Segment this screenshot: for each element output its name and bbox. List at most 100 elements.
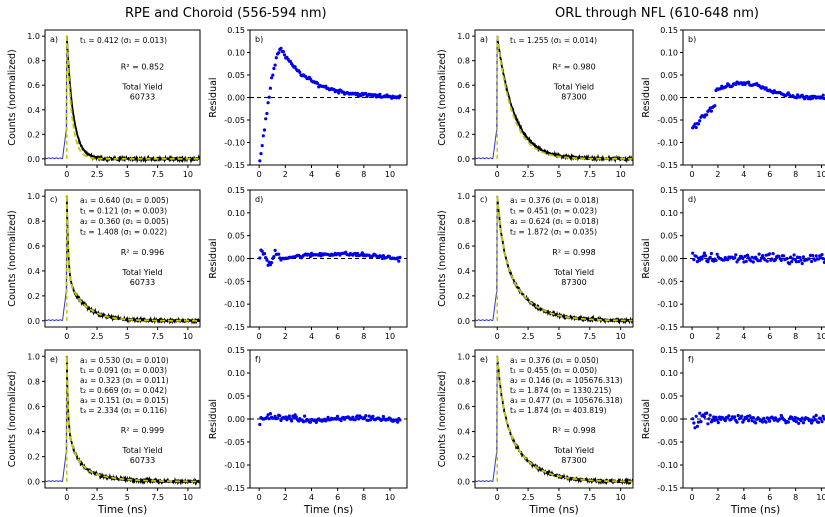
- plot-area: [683, 251, 825, 266]
- panel-label: f): [255, 355, 261, 364]
- residual-point: [754, 421, 758, 425]
- annotation-text: a₂ = 0.360 (σ₁ = 0.005): [80, 217, 169, 226]
- residual-point: [367, 414, 371, 418]
- y-tick-label: 0.00: [660, 94, 678, 103]
- x-tick-label: 0: [257, 332, 262, 341]
- residual-point: [792, 253, 796, 257]
- x-tick-label: 6: [767, 332, 772, 341]
- residual-point: [714, 415, 718, 419]
- x-tick-label: 10: [183, 332, 193, 341]
- plot-area: [475, 195, 633, 325]
- plot-area: [475, 35, 633, 164]
- y-tick-label: 0.8: [457, 377, 470, 386]
- y-tick-label: -0.10: [657, 461, 678, 470]
- y-tick-label: 0.15: [660, 26, 678, 35]
- y-tick-label: 0.0: [457, 155, 470, 164]
- annotation-text: a₃ = 0.477 (σ₁ = 105676.318): [510, 396, 623, 405]
- residual-point: [734, 253, 738, 257]
- residual-point: [698, 119, 702, 123]
- panel-10: 0.0 0.2 0.4 0.6 0.8 1.0 0 2.5 5 7.5 10 Counts (norm…: [437, 349, 634, 516]
- residual-point: [277, 252, 281, 256]
- y-tick-label: 0.8: [27, 57, 40, 66]
- x-tick-label: 6: [335, 170, 340, 179]
- y-axis-label: Residual: [641, 77, 652, 117]
- y-tick-label: 0.00: [660, 255, 678, 264]
- residual-point: [335, 414, 340, 418]
- residual-point: [708, 413, 712, 417]
- irf-line: [475, 35, 498, 160]
- x-axis-label: Time (ns): [303, 504, 353, 516]
- y-tick-label: 0.8: [457, 217, 470, 226]
- x-tick-label: 5: [556, 493, 561, 502]
- residual-point: [692, 258, 696, 262]
- residual-point: [789, 255, 793, 259]
- irf-line: [475, 195, 498, 321]
- y-tick-label: -0.05: [657, 438, 678, 447]
- x-tick-label: 5: [556, 332, 561, 341]
- residual-point: [281, 50, 285, 54]
- x-tick-label: 0: [690, 493, 695, 502]
- y-tick-label: 0.0: [27, 155, 40, 164]
- residual-point: [271, 73, 275, 77]
- residual-point: [270, 76, 274, 80]
- residual-point: [765, 259, 769, 263]
- residual-point: [351, 415, 355, 419]
- y-tick-label: 1.0: [27, 32, 40, 41]
- fit-line: [496, 196, 633, 322]
- x-tick-label: 5: [125, 493, 130, 502]
- plot-area: [250, 46, 407, 163]
- y-tick-label: 0.0: [27, 317, 40, 326]
- axes-frame: [44, 189, 201, 328]
- residual-point: [819, 417, 823, 421]
- residual-point: [337, 91, 341, 95]
- x-tick-label: 4: [309, 170, 314, 179]
- residual-point: [308, 420, 312, 424]
- y-tick-label: 0.4: [27, 267, 40, 276]
- residual-point: [761, 254, 765, 258]
- x-tick-label: 4: [741, 170, 746, 179]
- x-tick-label: 10: [183, 493, 193, 502]
- residual-point: [790, 260, 794, 264]
- residual-point: [816, 257, 821, 261]
- y-tick-label: -0.10: [224, 461, 245, 470]
- residual-point: [777, 254, 781, 258]
- annotation-text: t₁ = 1.255 (σ₁ = 0.014): [510, 36, 597, 45]
- y-tick-label: -0.10: [224, 300, 245, 309]
- residual-point: [258, 159, 262, 163]
- residual-point: [258, 256, 262, 260]
- annotation-text: Total Yield: [121, 446, 162, 455]
- residual-point: [268, 412, 272, 416]
- residual-point: [716, 421, 720, 425]
- x-tick-label: 10: [385, 332, 395, 341]
- x-tick-label: 10: [616, 170, 626, 179]
- panel-label: c): [480, 195, 488, 204]
- x-tick-label: 7.5: [151, 332, 164, 341]
- annotation-text: Total Yield: [553, 83, 594, 92]
- residual-point: [702, 415, 707, 419]
- residual-point: [381, 254, 385, 258]
- y-tick-label: 0.05: [227, 392, 245, 401]
- annotation-text: Total Yield: [553, 268, 594, 277]
- y-tick-label: -0.05: [657, 277, 678, 286]
- fit-line: [496, 35, 633, 160]
- x-tick-label: 8: [361, 170, 366, 179]
- x-tick-label: 2.5: [91, 170, 104, 179]
- residual-point: [800, 416, 804, 420]
- residual-point: [691, 417, 695, 421]
- x-tick-label: 4: [741, 332, 746, 341]
- residual-point: [278, 414, 282, 418]
- y-tick-label: 0.4: [457, 428, 470, 437]
- y-tick-label: 0.2: [27, 292, 40, 301]
- y-tick-label: 0.6: [27, 242, 40, 251]
- x-tick-label: 5: [556, 170, 561, 179]
- residual-point: [353, 418, 357, 422]
- panel-label: b): [688, 35, 696, 44]
- panel-label: a): [50, 35, 58, 44]
- residual-point: [814, 254, 818, 258]
- x-tick-label: 8: [793, 493, 798, 502]
- plot-area: [45, 355, 200, 486]
- x-tick-label: 4: [309, 332, 314, 341]
- annotation-text: t₂ = 0.669 (σ₁ = 0.042): [80, 386, 167, 395]
- residual-point: [768, 252, 772, 256]
